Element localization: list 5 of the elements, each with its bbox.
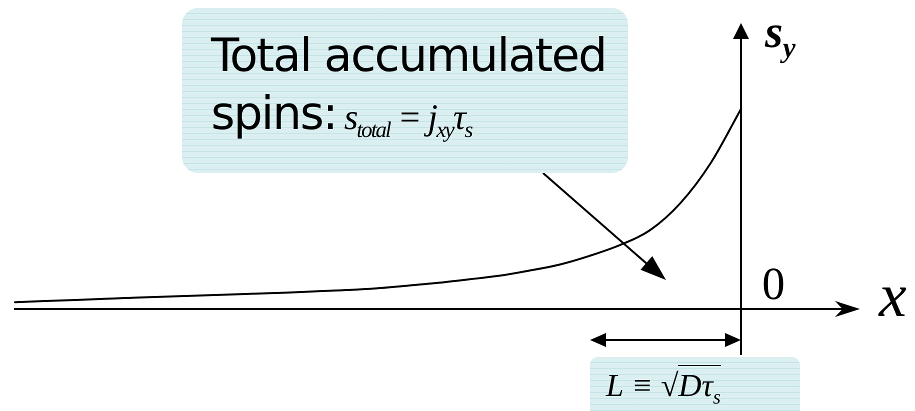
- y-axis-title: s$_{y}$: [765, 6, 796, 64]
- annotation: Total accumulated spins: s$_{total}$ = j$_{xy}$τ$_{s}$: [211, 27, 607, 142]
- text: 0: [762, 258, 785, 309]
- x-axis-title: x: [879, 262, 907, 330]
- text: L ≡ √Dτ$_{s}$: [606, 366, 721, 408]
